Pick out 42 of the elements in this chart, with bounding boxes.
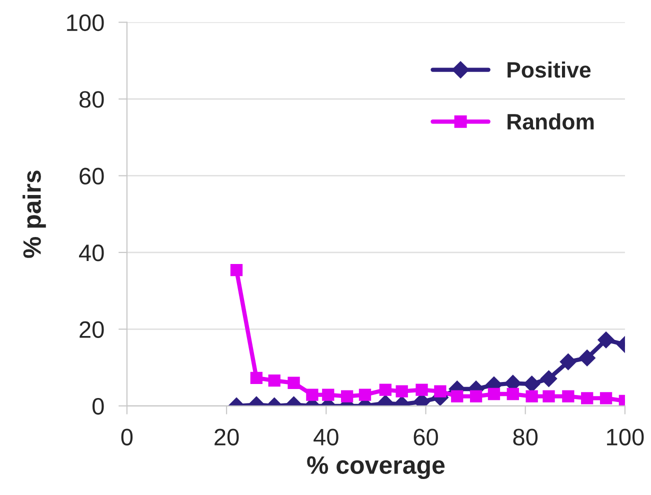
point — [560, 353, 577, 370]
legend-label: Random — [508, 113, 594, 130]
point — [230, 264, 243, 276]
legend-label: Positive — [508, 61, 591, 78]
point — [581, 392, 594, 404]
x-tick-label: 80 — [513, 428, 538, 446]
point — [306, 388, 318, 401]
point — [526, 390, 538, 402]
x-axis-title: % coverage — [307, 456, 445, 479]
x-tick-label: 40 — [314, 428, 338, 446]
x-tick-label: 20 — [214, 428, 239, 446]
y-tick-label: 80 — [79, 91, 104, 108]
point — [358, 388, 372, 401]
y-tick-label: 20 — [80, 321, 104, 338]
x-tick-label: 0 — [121, 428, 133, 446]
point — [379, 384, 392, 396]
point — [268, 374, 280, 387]
y-axis-title: % pairs — [22, 170, 46, 258]
point — [322, 388, 334, 401]
point — [488, 388, 500, 400]
x-tick-label: 60 — [414, 428, 438, 446]
y-tick-label: 40 — [79, 244, 104, 262]
point — [288, 376, 300, 389]
point — [470, 390, 482, 402]
y-tick-label: 100 — [67, 14, 104, 32]
y-tick-label: 60 — [80, 168, 104, 185]
point — [523, 376, 540, 392]
point — [542, 390, 555, 402]
point — [451, 390, 464, 402]
point — [540, 370, 558, 388]
point — [562, 390, 574, 402]
y-tick-label: 0 — [92, 398, 104, 415]
point — [600, 392, 612, 404]
point — [578, 350, 596, 366]
x-tick-label: 100 — [607, 428, 644, 446]
point — [598, 332, 614, 348]
point — [340, 390, 354, 402]
point — [396, 385, 408, 398]
point — [506, 388, 519, 400]
point — [434, 385, 446, 398]
point — [416, 384, 428, 396]
point — [250, 372, 263, 384]
